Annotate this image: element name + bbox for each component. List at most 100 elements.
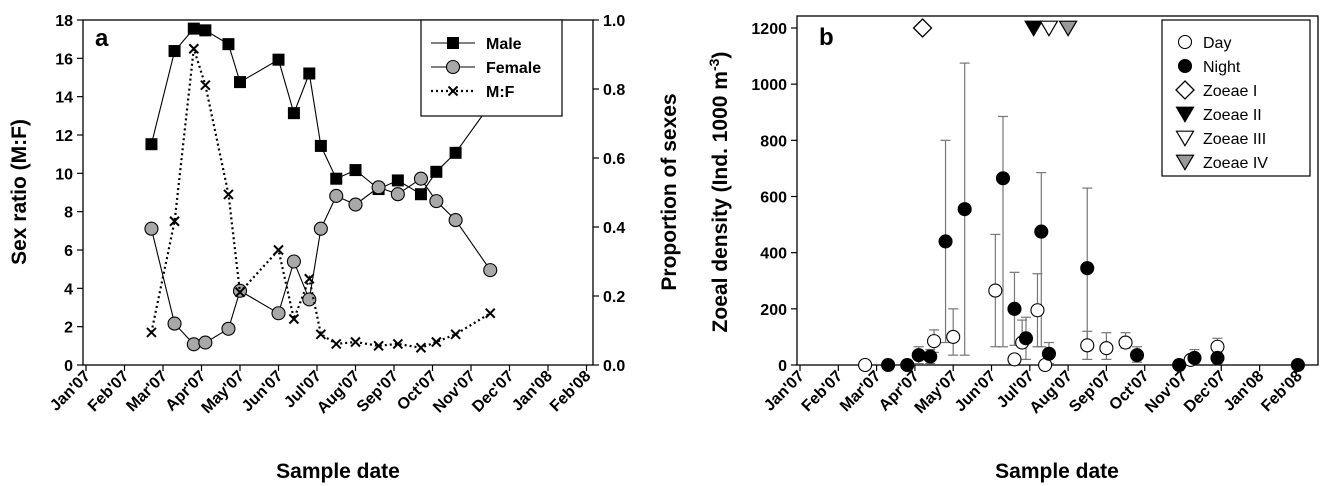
legend-marker-zoeaeiv — [1175, 154, 1195, 171]
y-axis-label-b: Zoeal density (Ind. 1000 m-3) — [706, 52, 732, 333]
data-point-night — [938, 234, 953, 249]
y2-tick-label-a: 0.4 — [603, 220, 625, 237]
data-point-female — [390, 187, 405, 202]
y-axis-label-b-sup: -3 — [706, 58, 722, 71]
legend-marker-mf — [447, 85, 459, 97]
data-point-mf — [331, 338, 342, 350]
data-point-male — [234, 76, 246, 89]
y-ticks-b: 0 200 400 600 800 1000 1200 — [751, 21, 797, 375]
legend-marker-day — [1177, 34, 1193, 50]
data-point-male — [303, 67, 316, 80]
legend-label-zoeaei: Zoeae I — [1203, 83, 1257, 100]
x-tick-label-b: Nov'07 — [1142, 368, 1191, 417]
data-point-female — [144, 221, 159, 236]
data-point-male — [330, 172, 343, 185]
data-point-male — [449, 146, 462, 159]
data-point-mf — [146, 327, 157, 338]
data-point-mf — [392, 338, 404, 350]
data-point-day — [988, 283, 1003, 298]
y-tick-label-a: 0 — [64, 358, 73, 375]
y2-tick-label-a: 0.6 — [603, 151, 625, 168]
data-point-male — [287, 107, 300, 120]
data-point-female — [313, 221, 328, 236]
y-ticks-a: 0 2 4 6 8 10 12 14 16 18 — [55, 13, 83, 375]
data-point-female — [198, 335, 213, 350]
data-point-mf — [373, 340, 384, 352]
data-point-female — [483, 263, 498, 278]
y-tick-label-a: 14 — [55, 90, 73, 107]
y-tick-label-a: 16 — [55, 51, 73, 68]
data-point-day — [946, 329, 961, 344]
legend-label-day: Day — [1203, 35, 1231, 52]
data-point-female — [286, 254, 301, 269]
data-point-female — [348, 197, 363, 212]
data-point-zoeaei — [912, 18, 933, 38]
y-tick-label-b: 0 — [778, 358, 787, 375]
series-b — [858, 18, 1305, 373]
legend-marker-female — [445, 59, 461, 75]
y-tick-label-b: 600 — [760, 190, 787, 207]
data-point-male — [414, 188, 427, 201]
data-point-night — [1290, 357, 1305, 373]
data-point-male — [199, 24, 212, 37]
x-tick-label-a: Aug'07 — [314, 368, 363, 417]
legend-marker-zoeaeii — [1175, 106, 1195, 123]
data-point-mf — [288, 313, 300, 325]
data-point-night — [881, 357, 896, 373]
x-tick-label-a: Nov'07 — [430, 368, 479, 417]
data-point-night — [995, 171, 1011, 186]
x-tick-label-b: Sep'07 — [1066, 368, 1114, 416]
data-point-day — [1118, 335, 1133, 350]
data-point-night — [957, 202, 972, 217]
x-tick-label-b: Feb'07 — [799, 368, 846, 415]
y-axis-label-b-main: Zoeal density (Ind. 1000 m — [709, 71, 732, 332]
x-tick-label-a: Sep'07 — [354, 368, 402, 416]
data-point-female — [371, 180, 386, 195]
x-axis-label-a: Sample date — [276, 460, 400, 483]
data-point-zoeaeiii — [1039, 20, 1059, 37]
legend-label-night: Night — [1203, 59, 1241, 76]
y-tick-label-a: 10 — [55, 166, 73, 183]
x-tick-label-b: Mar'07 — [837, 368, 884, 415]
panel-label-a: a — [95, 25, 109, 52]
data-point-mf — [415, 342, 427, 353]
panel-a: a Sex ratio (M:F) Proportion of sexes Sa… — [8, 13, 681, 483]
plot-frame-a — [82, 19, 594, 366]
data-point-male — [430, 165, 443, 178]
y-tick-label-a: 18 — [55, 13, 73, 30]
data-point-night — [1172, 357, 1187, 373]
data-point-male — [272, 53, 285, 66]
panel-b: b Zoeal density (Ind. 1000 m-3) Sample d… — [706, 15, 1319, 483]
x-tick-label-a: Dec'07 — [469, 368, 517, 416]
legend-marker-zoeaeiii — [1175, 130, 1195, 147]
x-ticks-a: Jan'07Feb'07Mar'07Apr'07May'07Jun'07Jul'… — [47, 365, 594, 417]
data-point-day — [926, 334, 942, 349]
data-point-female — [186, 337, 201, 352]
data-point-male — [391, 174, 404, 187]
data-point-mf — [188, 43, 200, 54]
x-tick-label-a: Feb'08 — [547, 368, 594, 415]
legend-label-male: Male — [486, 36, 522, 53]
data-point-mf — [315, 329, 327, 340]
x-tick-label-a: Jan'08 — [509, 368, 556, 415]
legend-label-zoeaeii: Zoeae II — [1203, 107, 1262, 124]
y2-tick-label-a: 1.0 — [603, 13, 625, 30]
legend-marker-male — [447, 37, 459, 49]
data-point-male — [349, 164, 362, 177]
data-point-night — [911, 348, 926, 363]
data-point-mf — [223, 189, 234, 200]
data-point-mf — [234, 286, 246, 298]
data-point-night — [1007, 301, 1022, 316]
data-point-day — [1030, 303, 1045, 318]
data-point-mf — [450, 329, 461, 340]
data-point-mf — [485, 308, 496, 319]
data-point-night — [923, 349, 938, 364]
x-tick-label-b: Aug'07 — [1027, 368, 1076, 417]
data-point-night — [1210, 350, 1225, 366]
legend-marker-zoeaei — [1175, 80, 1195, 100]
data-point-day — [1007, 352, 1022, 367]
x-tick-label-a: Mar'07 — [123, 368, 170, 415]
y-tick-label-a: 4 — [64, 281, 73, 298]
x-tick-label-a: Jun'07 — [239, 368, 286, 415]
